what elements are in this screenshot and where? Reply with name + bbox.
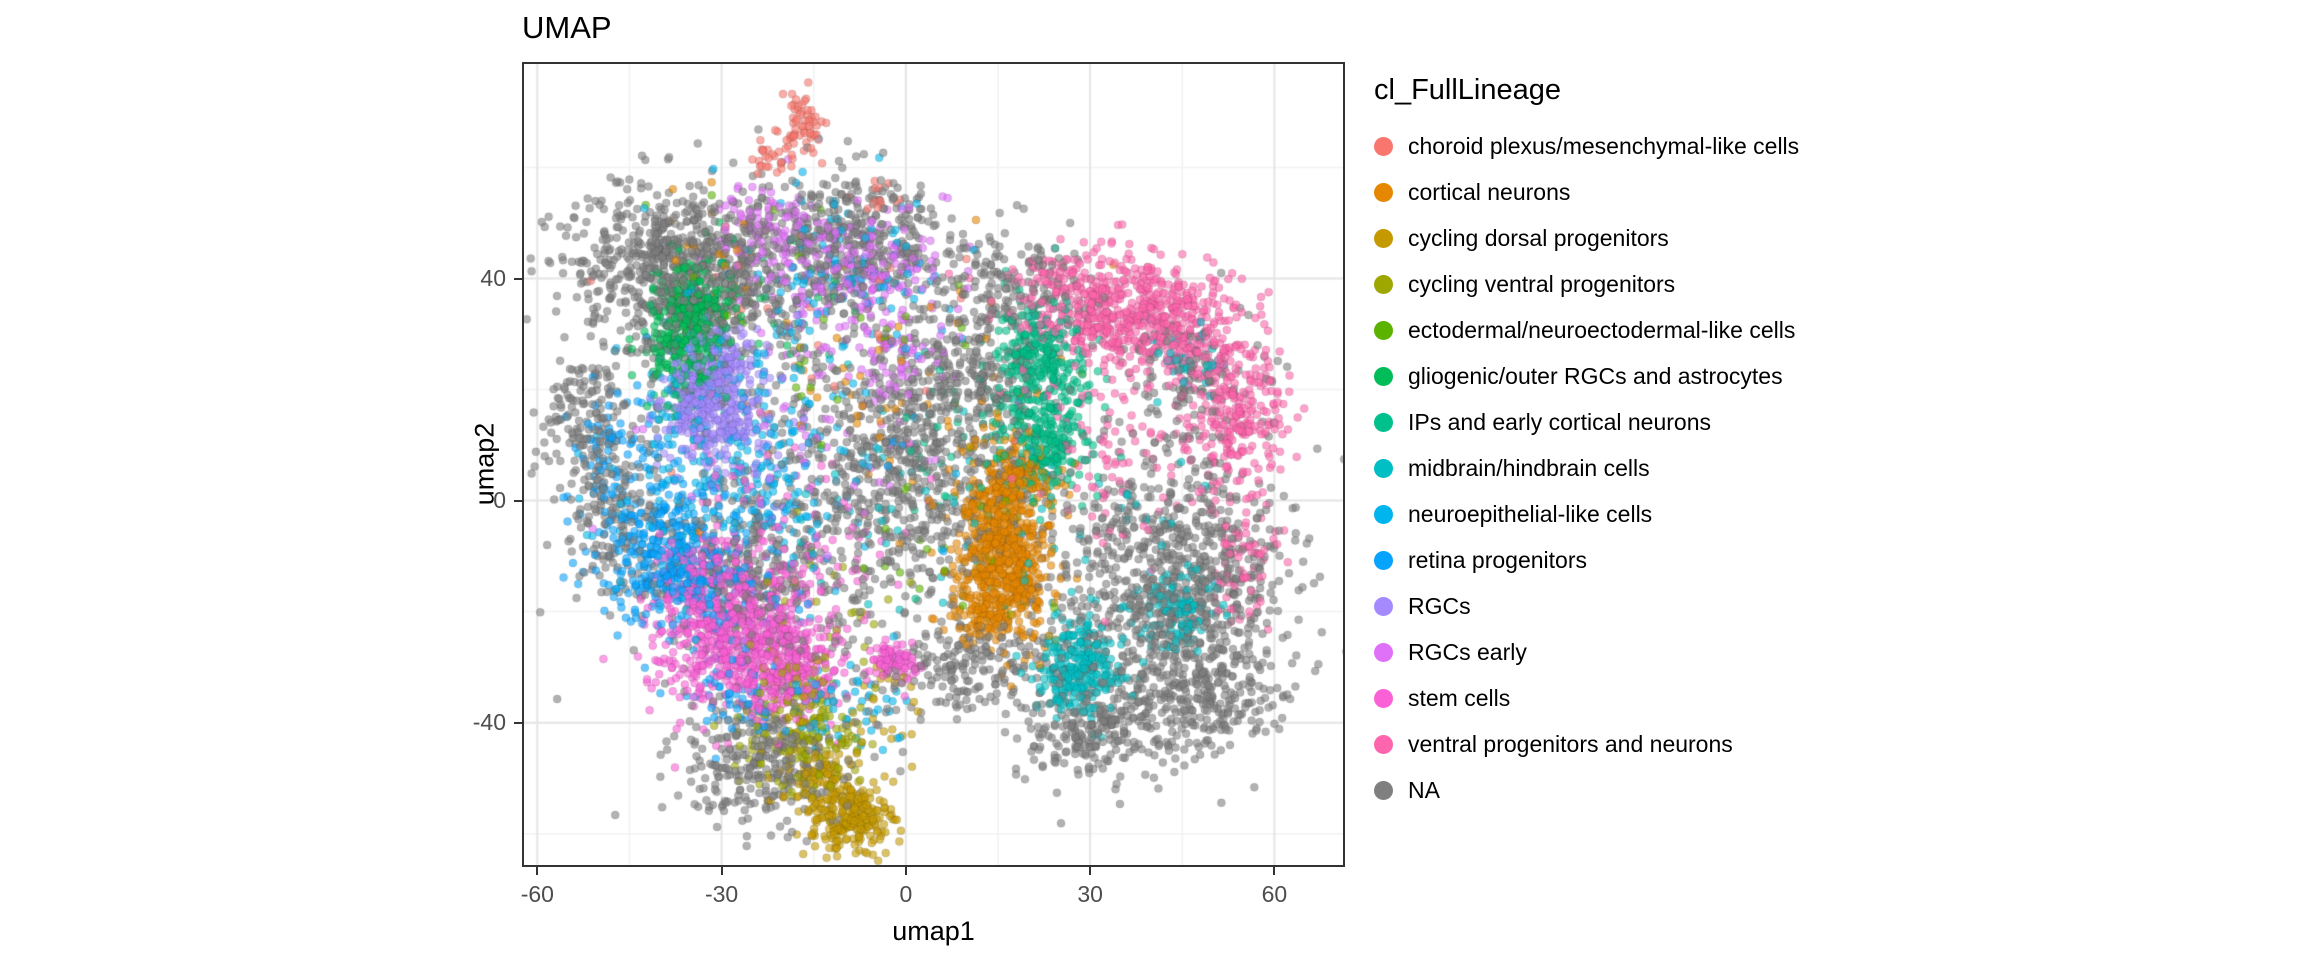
legend-key-dot-icon [1374, 412, 1393, 432]
legend-key-dot-icon [1374, 596, 1393, 616]
y-tick-mark [514, 499, 522, 502]
legend-label: RGCs early [1408, 638, 1527, 665]
x-tick-mark [536, 867, 539, 875]
x-tick-label: -60 [520, 881, 554, 907]
legend-label: IPs and early cortical neurons [1408, 408, 1711, 435]
legend-entry: ventral progenitors and neurons [1374, 721, 1799, 767]
legend-entry: ectodermal/neuroectodermal-like cells [1374, 307, 1799, 353]
legend-label: midbrain/hindbrain cells [1408, 454, 1650, 481]
legend-label: cortical neurons [1408, 178, 1571, 205]
legend-key-dot-icon [1374, 366, 1393, 386]
legend-label: stem cells [1408, 684, 1511, 711]
y-tick-mark [514, 277, 522, 280]
legend-entry: IPs and early cortical neurons [1374, 399, 1799, 445]
legend-key-dot-icon [1374, 642, 1393, 662]
legend-key-dot-icon [1374, 136, 1393, 156]
legend-label: ventral progenitors and neurons [1408, 730, 1733, 757]
legend-label: cycling ventral progenitors [1408, 270, 1676, 297]
legend-entry: cortical neurons [1374, 169, 1799, 215]
legend-entry: midbrain/hindbrain cells [1374, 445, 1799, 491]
legend-label: RGCs [1408, 592, 1471, 619]
legend-entries: choroid plexus/mesenchymal-like cells cor… [1374, 123, 1799, 813]
legend-entry: RGCs early [1374, 629, 1799, 675]
x-tick-mark [720, 867, 723, 875]
legend-entry: choroid plexus/mesenchymal-like cells [1374, 123, 1799, 169]
legend-key-dot-icon [1374, 550, 1393, 570]
x-tick-mark [1089, 867, 1092, 875]
x-tick-label: 30 [1077, 881, 1103, 907]
legend-label: choroid plexus/mesenchymal-like cells [1408, 132, 1800, 159]
legend-label: neuroepithelial-like cells [1408, 500, 1653, 527]
y-tick-mark [514, 721, 522, 724]
legend-key-dot-icon [1374, 182, 1393, 202]
legend-title: cl_FullLineage [1374, 74, 1562, 106]
legend-key-dot-icon [1374, 780, 1393, 800]
legend-label: gliogenic/outer RGCs and astrocytes [1408, 362, 1783, 389]
x-axis-title: umap1 [892, 916, 975, 946]
x-tick-label: -30 [704, 881, 739, 907]
legend-key-dot-icon [1374, 504, 1393, 524]
umap-scatter-canvas [522, 62, 1345, 867]
x-tick-label: 0 [899, 881, 913, 907]
legend-entry: cycling ventral progenitors [1374, 261, 1799, 307]
y-tick-label: 0 [493, 486, 506, 513]
x-tick-label: 60 [1261, 881, 1288, 907]
legend-key-dot-icon [1374, 458, 1393, 478]
legend-entry: stem cells [1374, 675, 1799, 721]
legend-label: retina progenitors [1408, 546, 1587, 573]
plot-title: UMAP [522, 10, 612, 45]
legend-entry: RGCs [1374, 583, 1799, 629]
legend-key-dot-icon [1374, 734, 1393, 754]
y-tick-label: -40 [472, 708, 506, 735]
plot-panel [522, 62, 1345, 867]
legend-key-dot-icon [1374, 688, 1393, 708]
legend-key-dot-icon [1374, 274, 1393, 294]
legend-entry: retina progenitors [1374, 537, 1799, 583]
legend-entry: cycling dorsal progenitors [1374, 215, 1799, 261]
legend-label: cycling dorsal progenitors [1408, 224, 1669, 251]
legend-entry: neuroepithelial-like cells [1374, 491, 1799, 537]
legend-label: NA [1408, 776, 1440, 803]
x-tick-mark [1273, 867, 1276, 875]
legend-entry: gliogenic/outer RGCs and astrocytes [1374, 353, 1799, 399]
legend-key-dot-icon [1374, 228, 1393, 248]
y-tick-label: 40 [480, 264, 506, 291]
legend-entry: NA [1374, 767, 1799, 813]
legend: cl_FullLineage choroid plexus/mesenchyma… [1374, 74, 1799, 813]
legend-label: ectodermal/neuroectodermal-like cells [1408, 316, 1796, 343]
x-tick-mark [904, 867, 907, 875]
legend-key-dot-icon [1374, 320, 1393, 340]
